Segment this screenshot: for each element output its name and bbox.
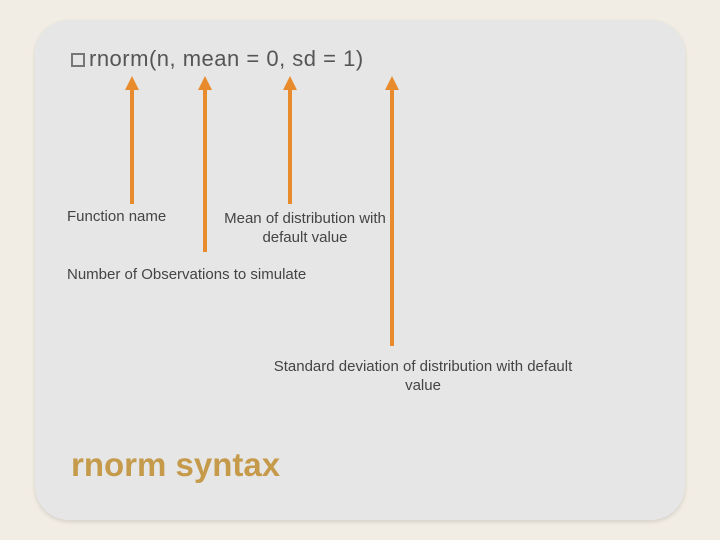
arrow-function-name: [125, 76, 139, 204]
arrow-shaft: [288, 88, 292, 204]
label-function-name: Function name: [67, 208, 166, 227]
label-mean: Mean of distribution with default value: [215, 210, 395, 248]
arrow-mean: [283, 76, 297, 204]
label-n: Number of Observations to simulate: [67, 266, 306, 285]
slide-title: rnorm syntax: [71, 446, 280, 484]
arrow-shaft: [203, 88, 207, 252]
label-sd: Standard deviation of distribution with …: [273, 358, 573, 396]
code-line: rnorm(n, mean = 0, sd = 1): [71, 46, 364, 72]
arrow-n: [198, 76, 212, 252]
bullet-icon: [71, 53, 85, 67]
code-text: rnorm(n, mean = 0, sd = 1): [89, 46, 364, 71]
slide-panel: rnorm(n, mean = 0, sd = 1) Function name…: [35, 20, 685, 520]
arrow-shaft: [130, 88, 134, 204]
